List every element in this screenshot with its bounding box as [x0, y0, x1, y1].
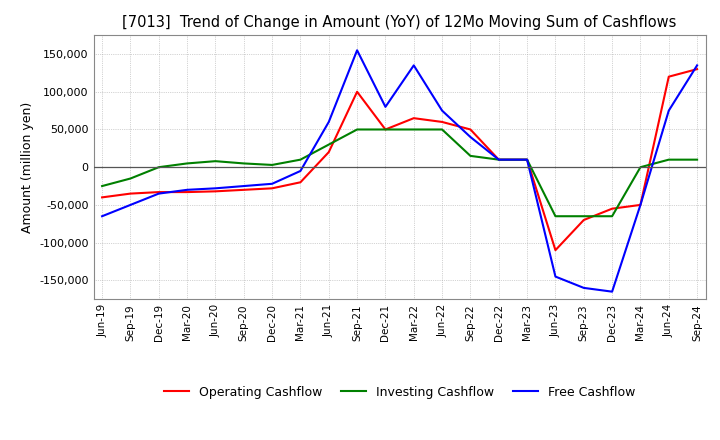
Investing Cashflow: [608, 213, 616, 219]
Investing Cashflow: [325, 142, 333, 147]
Operating Cashflow: [183, 190, 192, 195]
Investing Cashflow: [523, 157, 531, 162]
Title: [7013]  Trend of Change in Amount (YoY) of 12Mo Moving Sum of Cashflows: [7013] Trend of Change in Amount (YoY) o…: [122, 15, 677, 30]
Operating Cashflow: [466, 127, 474, 132]
Investing Cashflow: [211, 158, 220, 164]
Operating Cashflow: [608, 206, 616, 211]
Y-axis label: Amount (million yen): Amount (million yen): [21, 102, 34, 233]
Investing Cashflow: [183, 161, 192, 166]
Operating Cashflow: [665, 74, 673, 79]
Operating Cashflow: [410, 116, 418, 121]
Free Cashflow: [240, 183, 248, 189]
Investing Cashflow: [98, 183, 107, 189]
Operating Cashflow: [353, 89, 361, 95]
Free Cashflow: [410, 63, 418, 68]
Free Cashflow: [608, 289, 616, 294]
Operating Cashflow: [636, 202, 644, 208]
Operating Cashflow: [155, 190, 163, 195]
Investing Cashflow: [495, 157, 503, 162]
Investing Cashflow: [438, 127, 446, 132]
Operating Cashflow: [98, 195, 107, 200]
Operating Cashflow: [296, 180, 305, 185]
Investing Cashflow: [693, 157, 701, 162]
Free Cashflow: [126, 202, 135, 208]
Operating Cashflow: [240, 187, 248, 192]
Free Cashflow: [268, 181, 276, 187]
Operating Cashflow: [126, 191, 135, 196]
Investing Cashflow: [240, 161, 248, 166]
Investing Cashflow: [126, 176, 135, 181]
Operating Cashflow: [693, 66, 701, 72]
Legend: Operating Cashflow, Investing Cashflow, Free Cashflow: Operating Cashflow, Investing Cashflow, …: [159, 381, 640, 404]
Investing Cashflow: [155, 165, 163, 170]
Free Cashflow: [523, 157, 531, 162]
Free Cashflow: [325, 119, 333, 125]
Free Cashflow: [466, 134, 474, 139]
Free Cashflow: [183, 187, 192, 192]
Operating Cashflow: [580, 217, 588, 223]
Investing Cashflow: [636, 165, 644, 170]
Line: Operating Cashflow: Operating Cashflow: [102, 69, 697, 250]
Free Cashflow: [381, 104, 390, 110]
Investing Cashflow: [296, 157, 305, 162]
Free Cashflow: [580, 285, 588, 290]
Investing Cashflow: [353, 127, 361, 132]
Investing Cashflow: [410, 127, 418, 132]
Line: Investing Cashflow: Investing Cashflow: [102, 129, 697, 216]
Line: Free Cashflow: Free Cashflow: [102, 50, 697, 292]
Operating Cashflow: [438, 119, 446, 125]
Investing Cashflow: [268, 162, 276, 168]
Operating Cashflow: [381, 127, 390, 132]
Investing Cashflow: [381, 127, 390, 132]
Operating Cashflow: [325, 150, 333, 155]
Investing Cashflow: [665, 157, 673, 162]
Free Cashflow: [98, 213, 107, 219]
Operating Cashflow: [551, 248, 559, 253]
Operating Cashflow: [268, 186, 276, 191]
Investing Cashflow: [466, 153, 474, 158]
Investing Cashflow: [551, 213, 559, 219]
Operating Cashflow: [211, 189, 220, 194]
Free Cashflow: [353, 48, 361, 53]
Free Cashflow: [438, 108, 446, 113]
Free Cashflow: [636, 202, 644, 208]
Free Cashflow: [495, 157, 503, 162]
Investing Cashflow: [580, 213, 588, 219]
Free Cashflow: [155, 191, 163, 196]
Free Cashflow: [296, 169, 305, 174]
Operating Cashflow: [495, 157, 503, 162]
Free Cashflow: [551, 274, 559, 279]
Free Cashflow: [665, 108, 673, 113]
Operating Cashflow: [523, 157, 531, 162]
Free Cashflow: [211, 186, 220, 191]
Free Cashflow: [693, 63, 701, 68]
